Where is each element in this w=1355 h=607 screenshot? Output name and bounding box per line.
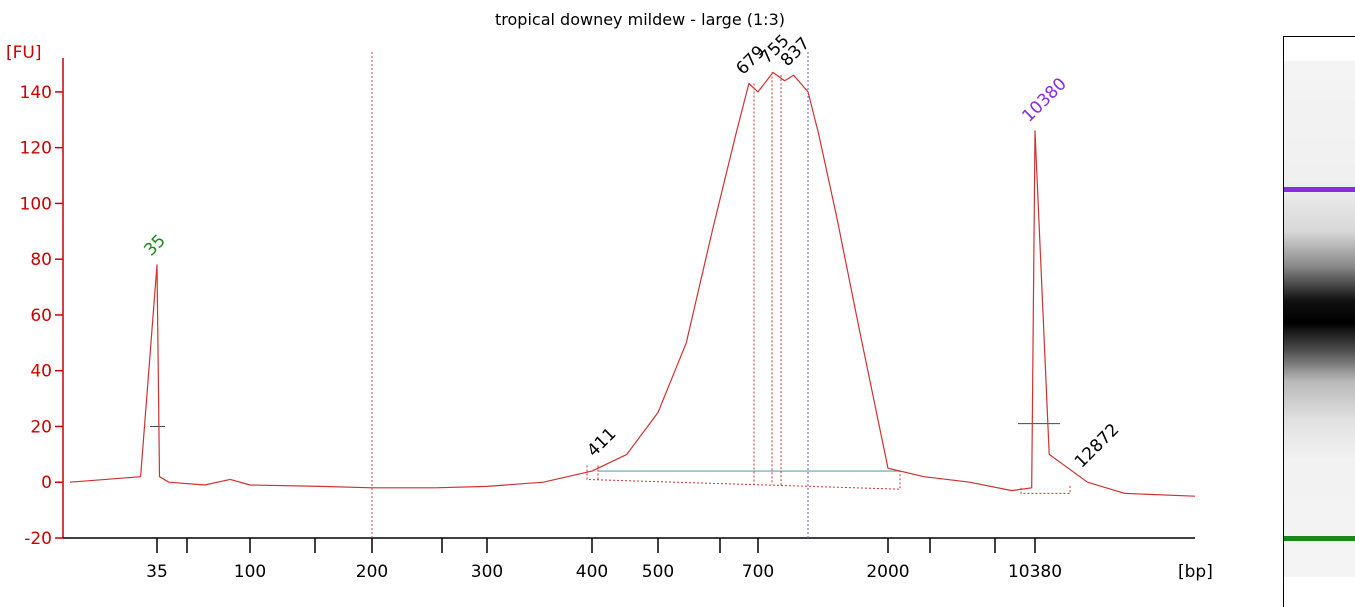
x-axis-label: [bp] <box>1178 562 1213 582</box>
peak-label: 10380 <box>1018 74 1070 126</box>
peak-label: 35 <box>140 231 169 260</box>
x-tick-label: 100 <box>234 562 266 582</box>
smear-region-box <box>586 465 901 490</box>
electropherogram-chart: tropical downey mildew - large (1:3) [FU… <box>6 10 1213 582</box>
x-tick-label: 2000 <box>866 562 909 582</box>
chart-title: tropical downey mildew - large (1:3) <box>495 10 785 29</box>
gel-band-lower-marker <box>1284 536 1355 541</box>
chart-guides <box>150 52 1071 538</box>
gel-lane <box>1284 61 1355 577</box>
y-tick-label: 0 <box>41 473 52 493</box>
x-tick-label: 300 <box>471 562 503 582</box>
y-tick-label: 100 <box>20 194 52 214</box>
y-tick-label: 140 <box>20 83 52 103</box>
y-tick-label: 80 <box>30 250 52 270</box>
x-tick-label: 700 <box>742 562 774 582</box>
y-tick-label: 40 <box>30 362 52 382</box>
marker-region-box <box>1020 485 1071 494</box>
x-tick-label: 200 <box>356 562 388 582</box>
x-tick-label: 500 <box>642 562 674 582</box>
x-tick-label: 10380 <box>1008 562 1062 582</box>
gel-image <box>1283 36 1355 607</box>
y-tick-label: -20 <box>24 529 52 549</box>
x-tick-label: 35 <box>146 562 168 582</box>
peak-label: 411 <box>583 424 620 461</box>
x-tick-label: 400 <box>576 562 608 582</box>
gel-band-upper-marker <box>1284 187 1355 192</box>
y-axis-label: [FU] <box>6 43 42 63</box>
y-tick-label: 20 <box>30 417 52 437</box>
y-tick-label: 120 <box>20 139 52 159</box>
chart-axes: -20 0 20 40 60 80 100 120 140 35 100 200 300 400 500 70… <box>20 58 1195 582</box>
trace-layer <box>69 71 1196 497</box>
trace-series-line <box>69 71 1196 497</box>
y-tick-label: 60 <box>30 306 52 326</box>
peak-label: 12872 <box>1071 420 1123 472</box>
